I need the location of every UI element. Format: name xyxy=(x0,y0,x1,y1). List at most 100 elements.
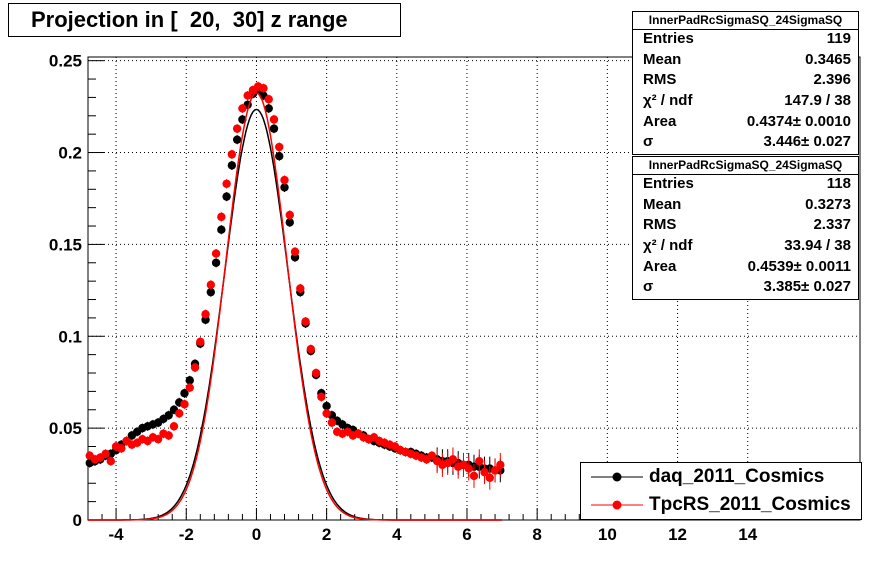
data-point xyxy=(448,455,458,464)
data-point xyxy=(464,464,473,473)
data-point xyxy=(322,401,331,411)
x-tick-label: 8 xyxy=(532,525,541,544)
y-tick-label: 0.2 xyxy=(58,144,82,163)
data-point xyxy=(201,310,210,319)
data-point xyxy=(196,337,205,346)
y-tick-label: 0.25 xyxy=(49,52,82,71)
data-point xyxy=(117,444,126,453)
data-point xyxy=(206,287,216,297)
y-tick-label: 0.15 xyxy=(49,235,82,254)
data-point xyxy=(227,161,237,170)
x-tick-label: 6 xyxy=(462,525,471,544)
data-point xyxy=(164,411,173,420)
data-point xyxy=(301,317,310,326)
data-point xyxy=(311,368,321,378)
data-point xyxy=(206,280,216,290)
data-point xyxy=(227,150,237,159)
chart-title: Projection in [ 20, 30] z range xyxy=(8,3,401,37)
data-point xyxy=(101,449,110,459)
data-point xyxy=(217,212,226,222)
data-point xyxy=(469,471,479,481)
x-tick-label: 10 xyxy=(598,525,617,544)
data-point xyxy=(264,104,273,113)
series-TpcRS_2011_Cosmics xyxy=(85,81,505,521)
data-point xyxy=(480,468,489,477)
legend-item-tpcrs: TpcRS_2011_Cosmics xyxy=(581,492,861,520)
data-point xyxy=(106,457,116,466)
x-tick-label: 14 xyxy=(738,525,757,544)
data-point xyxy=(269,124,279,133)
stats-row-rms: RMS 2.337 xyxy=(643,216,851,234)
data-point xyxy=(485,473,494,482)
stats-row-mean: Mean 0.3465 xyxy=(643,50,851,68)
x-tick-label: 2 xyxy=(322,525,331,544)
data-point xyxy=(153,434,163,444)
data-point xyxy=(327,418,337,427)
data-point xyxy=(190,363,200,372)
x-tick-label: 4 xyxy=(392,525,402,544)
data-point xyxy=(180,400,189,409)
stats-row-chi2: χ² / ndf 147.9 / 38 xyxy=(643,92,851,110)
data-point xyxy=(185,376,194,385)
stats-row-entries: Entries 119 xyxy=(643,30,851,47)
data-point xyxy=(285,210,294,220)
data-point xyxy=(222,192,231,201)
data-point xyxy=(238,104,247,113)
legend-marker-black xyxy=(591,472,643,482)
data-point xyxy=(496,460,505,470)
data-point xyxy=(296,284,305,293)
stats-row-mean: Mean 0.3273 xyxy=(643,195,851,213)
stats-row-rms: RMS 2.396 xyxy=(643,71,851,89)
stats-box-title: InnerPadRcSigmaSQ_24SigmaSQ xyxy=(633,12,858,30)
stats-box-title: InnerPadRcSigmaSQ_24SigmaSQ xyxy=(633,157,858,175)
stats-row-entries: Entries 118 xyxy=(643,175,851,192)
legend-label: daq_2011_Cosmics xyxy=(649,466,825,487)
data-point xyxy=(264,95,273,104)
data-point xyxy=(259,84,268,93)
x-tick-label: -4 xyxy=(109,525,125,544)
stats-row-sigma: σ 3.446± 0.027 xyxy=(643,133,851,151)
data-point xyxy=(185,383,194,392)
data-point xyxy=(217,225,226,234)
data-point xyxy=(164,431,173,440)
data-point xyxy=(169,422,179,431)
data-point xyxy=(427,451,437,460)
data-point xyxy=(243,91,252,100)
fit-curve xyxy=(88,91,503,521)
stats-row-area: Area 0.4374± 0.0010 xyxy=(643,112,851,130)
stats-row-chi2: χ² / ndf 33.94 / 38 xyxy=(643,237,851,255)
data-point xyxy=(211,249,221,258)
data-point xyxy=(280,183,289,192)
legend-item-daq: daq_2011_Cosmics xyxy=(581,464,861,492)
data-point xyxy=(317,392,326,402)
stats-box-daq: InnerPadRcSigmaSQ_24SigmaSQ Entries 119 M… xyxy=(632,11,859,156)
y-tick-label: 0.1 xyxy=(58,327,82,346)
y-tick-label: 0 xyxy=(73,511,82,530)
legend-label: TpcRS_2011_Cosmics xyxy=(649,494,851,515)
x-tick-label: 0 xyxy=(252,525,261,544)
stats-row-sigma: σ 3.385± 0.027 xyxy=(643,278,851,296)
data-point xyxy=(269,115,279,124)
y-tick-label: 0.05 xyxy=(49,419,82,438)
legend-marker-red xyxy=(591,500,643,510)
data-point xyxy=(322,409,331,418)
data-point xyxy=(232,124,242,133)
data-point xyxy=(285,218,294,227)
data-point xyxy=(211,258,221,267)
data-point xyxy=(290,247,300,256)
data-point xyxy=(232,135,242,144)
data-point xyxy=(275,142,284,152)
data-point xyxy=(275,152,284,161)
data-point xyxy=(222,179,231,188)
stats-box-tpcrs: InnerPadRcSigmaSQ_24SigmaSQ Entries 118 M… xyxy=(632,156,859,301)
data-point xyxy=(280,175,289,185)
stats-row-area: Area 0.4539± 0.0011 xyxy=(643,257,851,275)
legend: daq_2011_Cosmics TpcRS_2011_Cosmics xyxy=(580,462,862,520)
series-layer xyxy=(85,81,505,521)
data-point xyxy=(490,466,500,475)
data-point xyxy=(175,409,184,418)
data-point xyxy=(475,457,484,466)
x-tick-label: -2 xyxy=(179,525,194,544)
axes: -4 -2 0 2 4 6 8 10 12 14 0 0.05 0.1 0.15 0.2 0.25 xyxy=(49,52,847,544)
x-tick-label: 12 xyxy=(668,525,687,544)
